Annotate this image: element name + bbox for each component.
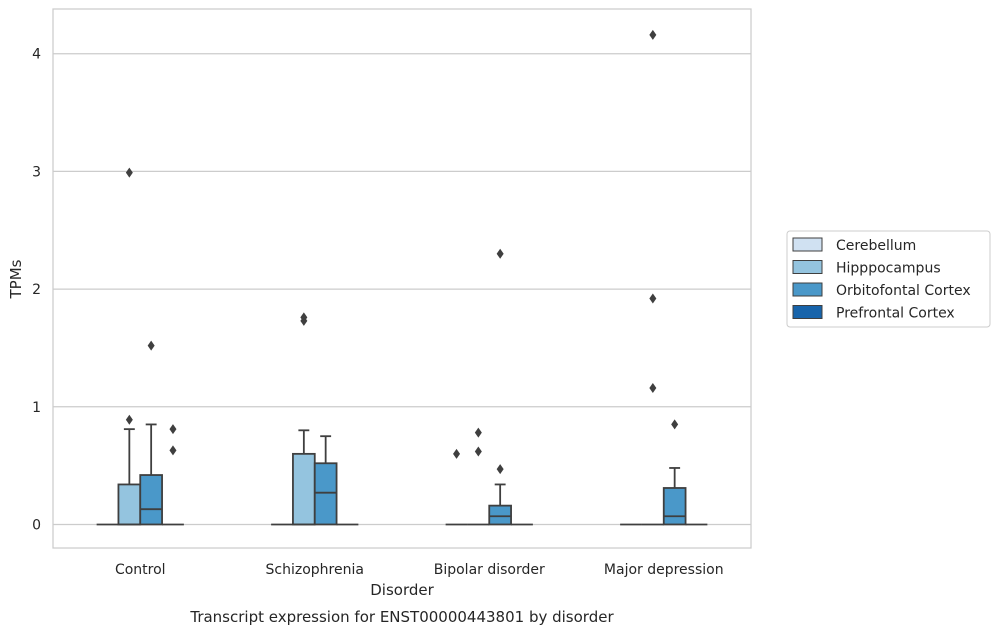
chart-title: Transcript expression for ENST0000044380… [189, 608, 614, 626]
legend-label: Orbitofontal Cortex [836, 283, 971, 299]
outlier-point [496, 248, 504, 259]
box-body [313, 462, 338, 526]
legend: Cerebellum Hipppocampus Orbitofontal Corte… [786, 230, 991, 328]
legend-label: Cerebellum [836, 238, 916, 254]
legend-swatch [792, 305, 823, 319]
legend-items: Cerebellum Hipppocampus Orbitofontal Corte… [792, 237, 971, 322]
x-axis-label: Disorder [370, 581, 434, 599]
plot-area-frame [52, 8, 752, 549]
outlier-point [125, 414, 133, 425]
outlier-point [649, 29, 657, 40]
outlier-point [496, 464, 504, 475]
box-orbitofontal-cortex-bipolar-disorder [488, 483, 512, 526]
y-tick-label: 0 [32, 517, 41, 533]
legend-swatch [792, 237, 823, 252]
box-orbitofontal-cortex-schizophrenia [313, 435, 338, 526]
gridlines [53, 53, 751, 526]
boxes [96, 423, 708, 526]
outlier-point [474, 446, 482, 457]
x-tick-labels: Control Schizophrenia Bipolar disorder Majo… [115, 562, 724, 578]
box-body [117, 483, 142, 526]
x-tick-label: Major depression [604, 562, 724, 578]
outlier-point [169, 445, 177, 456]
box-hipppocampus-control [117, 428, 142, 526]
outlier-point [474, 427, 482, 438]
y-axis-label: TPMs [7, 259, 25, 299]
box-body [292, 452, 316, 526]
outlier-point [147, 340, 155, 351]
box-orbitofontal-cortex-control [139, 423, 163, 526]
outlier-point [649, 382, 657, 393]
box-body [488, 504, 512, 526]
legend-label: Prefrontal Cortex [836, 306, 955, 322]
legend-swatch [792, 260, 823, 274]
y-tick-labels: 0 1 2 3 4 [32, 47, 41, 534]
y-tick-label: 4 [32, 47, 41, 63]
outlier-point [125, 167, 133, 178]
legend-frame [786, 230, 991, 328]
y-tick-label: 3 [32, 164, 41, 180]
outlier-point [169, 424, 177, 435]
x-tick-label: Control [115, 562, 166, 578]
box-body [662, 487, 687, 526]
outlier-point [453, 448, 461, 459]
outlier-point [671, 419, 679, 430]
x-tick-label: Schizophrenia [266, 562, 364, 578]
y-tick-label: 1 [32, 400, 41, 416]
box-body [139, 474, 163, 526]
box-hipppocampus-schizophrenia [292, 429, 316, 526]
legend-label: Hipppocampus [836, 261, 941, 277]
y-tick-label: 2 [32, 282, 41, 298]
box-orbitofontal-cortex-major-depression [662, 467, 687, 526]
legend-swatch [792, 282, 823, 297]
outlier-points [125, 29, 679, 475]
x-tick-label: Bipolar disorder [434, 562, 545, 578]
outlier-point [300, 312, 308, 323]
outlier-point [649, 293, 657, 304]
